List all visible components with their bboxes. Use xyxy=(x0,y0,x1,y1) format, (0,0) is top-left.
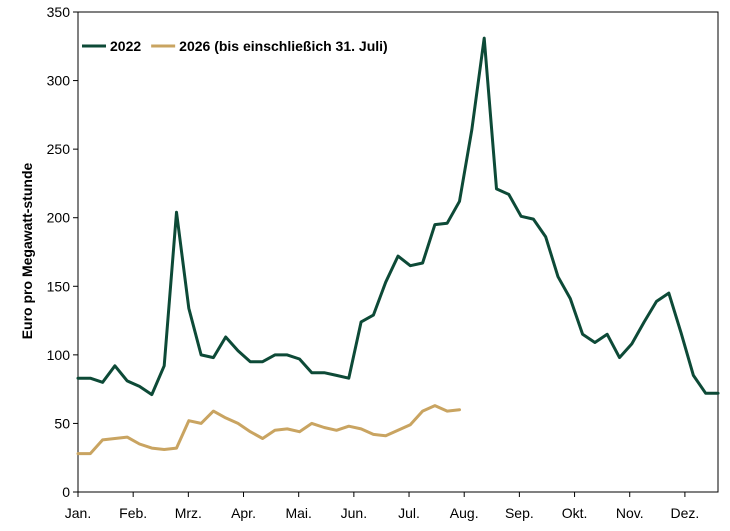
x-tick-label: Jan. xyxy=(65,505,91,521)
x-tick-label: Apr. xyxy=(231,505,256,521)
x-tick-label: Sep. xyxy=(505,505,534,521)
y-tick-label: 150 xyxy=(47,278,71,294)
series-line-2022 xyxy=(76,36,720,397)
x-tick-label: Jul. xyxy=(398,505,420,521)
x-ticks: Jan. Feb. Mrz. Apr. Mai. Jun. Jul. Aug. Sep. Okt.… xyxy=(65,492,699,521)
x-tick-label: Mrz. xyxy=(175,505,202,521)
x-tick-label: Jun. xyxy=(341,505,367,521)
y-ticks: 0 50 100 150 200 250 300 350 xyxy=(47,4,78,500)
plot-area-border xyxy=(77,11,719,493)
x-tick-label: Dez. xyxy=(670,505,699,521)
series-lines xyxy=(76,36,720,456)
y-tick-label: 300 xyxy=(47,73,71,89)
x-tick-label: Aug. xyxy=(450,505,479,521)
y-tick-label: 250 xyxy=(47,141,71,157)
legend: 2022 2026 (bis einschließich 31. Juli) xyxy=(82,38,388,54)
y-tick-label: 0 xyxy=(62,484,70,500)
x-tick-label: Feb. xyxy=(119,505,147,521)
y-axis-title: Euro pro Megawatt-stunde xyxy=(19,163,35,340)
x-tick-label: Okt. xyxy=(562,505,588,521)
x-tick-label: Nov. xyxy=(616,505,644,521)
legend-label-2022: 2022 xyxy=(110,38,141,54)
y-tick-label: 200 xyxy=(47,210,71,226)
series-line-2026 xyxy=(76,404,461,456)
y-tick-label: 350 xyxy=(47,4,71,20)
plot-frame xyxy=(77,11,719,493)
x-tick-label: Mai. xyxy=(285,505,311,521)
y-tick-label: 50 xyxy=(54,415,70,431)
legend-label-2026: 2026 (bis einschließich 31. Juli) xyxy=(179,38,388,54)
y-tick-label: 100 xyxy=(47,347,71,363)
y-axis-title-group: Euro pro Megawatt-stunde xyxy=(19,163,35,340)
